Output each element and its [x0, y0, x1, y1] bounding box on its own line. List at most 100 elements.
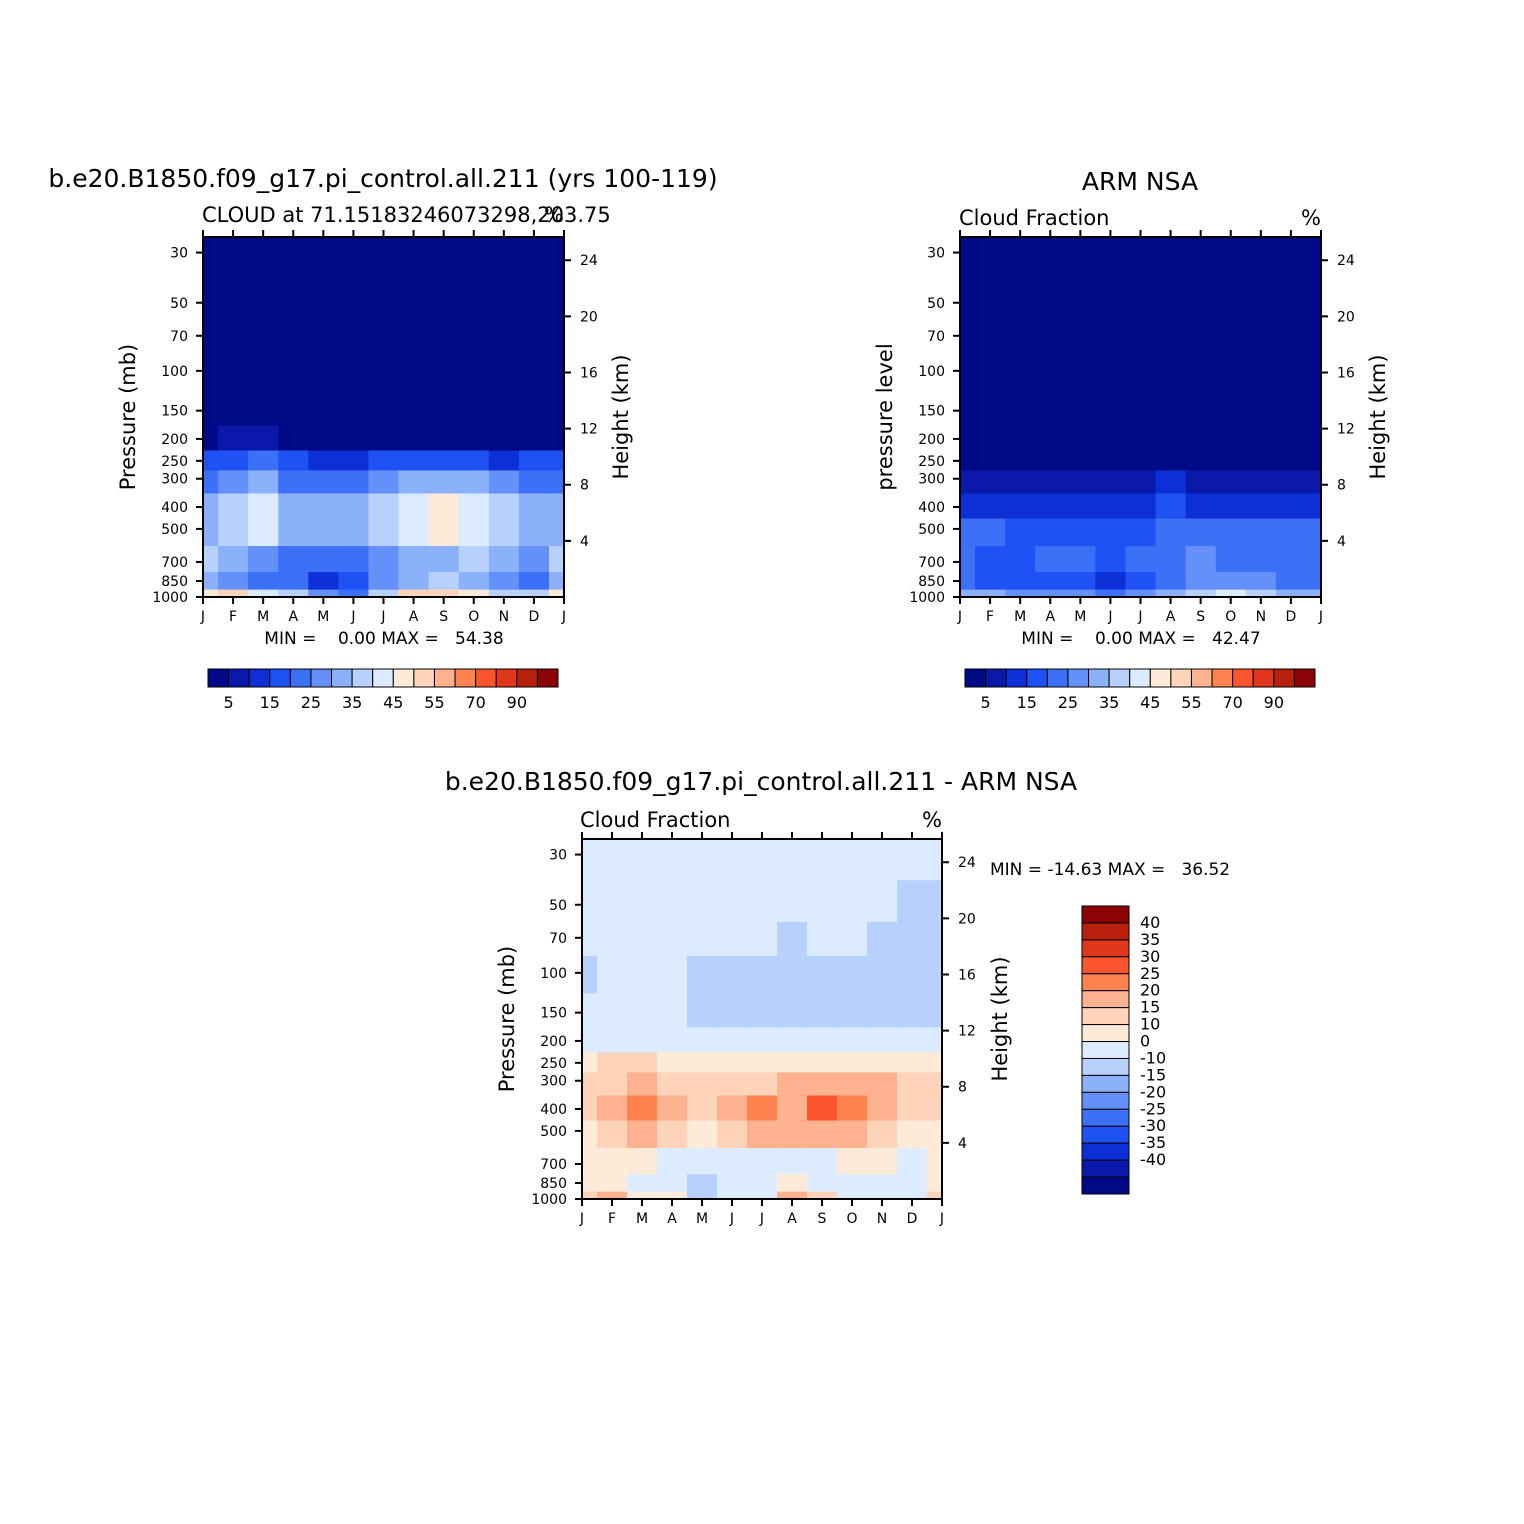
contour-cell	[248, 517, 279, 547]
contour-cell	[428, 492, 460, 519]
contour-cell	[1305, 319, 1322, 354]
contour-cell	[278, 469, 309, 494]
contour-cell	[1245, 492, 1277, 519]
contour-cell	[428, 449, 460, 471]
contour-cell	[1245, 319, 1277, 354]
contour-cell	[927, 1147, 943, 1175]
contour-cell	[1215, 424, 1247, 451]
contour-cell	[458, 277, 490, 320]
contour-cell	[308, 353, 339, 392]
y-tick-label: 300	[918, 472, 945, 488]
colorbar-swatch	[207, 668, 230, 688]
contour-cell	[368, 492, 400, 519]
contour-cell	[867, 1094, 898, 1121]
panel-obs-title: ARM NSA	[1082, 167, 1198, 196]
colorbar-swatch	[1088, 668, 1110, 688]
contour-cell	[1155, 589, 1187, 598]
contour-cell	[1215, 319, 1247, 354]
contour-cell	[717, 1191, 748, 1200]
colorbar-swatch	[1081, 922, 1130, 941]
contour-cell	[218, 449, 249, 471]
contour-cell	[927, 1119, 943, 1149]
colorbar-swatch	[1149, 668, 1172, 688]
contour-cell	[627, 1147, 658, 1175]
contour-cell	[1065, 545, 1096, 573]
x-tick-label: S	[1196, 609, 1205, 625]
contour-cell	[747, 992, 778, 1028]
contour-cell	[927, 1094, 943, 1121]
x-tick-label: F	[608, 1211, 616, 1227]
contour-cell	[428, 469, 460, 494]
contour-cell	[203, 517, 219, 547]
contour-cell	[1155, 469, 1187, 494]
contour-cell	[1035, 449, 1066, 471]
contour-cell	[975, 571, 1006, 590]
contour-cell	[747, 921, 778, 956]
contour-cell	[927, 1026, 943, 1053]
contour-cell	[1005, 424, 1036, 451]
colorbar-label: 45	[383, 693, 403, 712]
contour-cell	[1035, 589, 1066, 598]
contour-cell	[1185, 319, 1217, 354]
contour-cell	[687, 992, 718, 1028]
contour-cell	[518, 492, 550, 519]
colorbar-swatch	[1081, 1142, 1130, 1161]
contour-cell	[338, 469, 370, 494]
panel-diff-units: %	[922, 808, 942, 832]
contour-cell	[278, 449, 309, 471]
contour-cell	[777, 1173, 808, 1192]
contour-cell	[897, 1191, 928, 1200]
colorbar-swatch	[1081, 939, 1130, 958]
contour-cell	[747, 1147, 778, 1175]
contour-cell	[548, 545, 565, 573]
contour-cell	[807, 992, 838, 1028]
contour-cell	[1275, 545, 1307, 573]
contour-cell	[747, 879, 778, 922]
contour-cell	[837, 1119, 868, 1149]
colorbar-swatch	[1232, 668, 1254, 688]
contour-cell	[747, 955, 778, 994]
contour-cell	[1305, 277, 1322, 320]
x-tick-label: A	[288, 609, 298, 625]
colorbar-swatch	[475, 668, 497, 688]
contour-cell	[1185, 353, 1217, 392]
y-tick-label: 300	[161, 472, 188, 488]
colorbar-label: -30	[1140, 1116, 1166, 1135]
contour-cell	[960, 469, 976, 494]
contour-cell	[368, 589, 400, 598]
contour-cell	[308, 277, 339, 320]
contour-cell	[1125, 571, 1157, 590]
contour-cell	[1035, 571, 1066, 590]
contour-cell	[548, 319, 565, 354]
panel-obs-ylabel-left: pressure level	[873, 343, 897, 490]
colorbar-label: 55	[424, 693, 444, 712]
contour-cell	[548, 237, 565, 279]
contour-cell	[1215, 571, 1247, 590]
height-tick-label: 4	[580, 534, 589, 550]
contour-cell	[308, 424, 339, 451]
contour-cell	[488, 589, 520, 598]
contour-cell	[960, 589, 976, 598]
contour-cell	[1125, 390, 1157, 426]
contour-cell	[1125, 277, 1157, 320]
contour-cell	[1305, 517, 1322, 547]
contour-cell	[777, 921, 808, 956]
contour-cell	[867, 1051, 898, 1073]
contour-cell	[597, 1094, 628, 1121]
contour-cell	[1305, 589, 1322, 598]
x-tick-label: J	[1107, 609, 1112, 625]
contour-cell	[1065, 469, 1096, 494]
contour-cell	[338, 353, 370, 392]
contour-cell	[1095, 449, 1127, 471]
y-tick-label: 500	[540, 1124, 567, 1140]
colorbar-swatch	[413, 668, 435, 688]
contour-cell	[1065, 589, 1096, 598]
contour-cell	[518, 277, 550, 320]
contour-cell	[1005, 517, 1036, 547]
contour-cell	[960, 545, 976, 573]
contour-cell	[1095, 517, 1127, 547]
contour-cell	[338, 517, 370, 547]
contour-cell	[1245, 237, 1277, 279]
panel-diff-ylabel-right: Height (km)	[988, 956, 1012, 1081]
